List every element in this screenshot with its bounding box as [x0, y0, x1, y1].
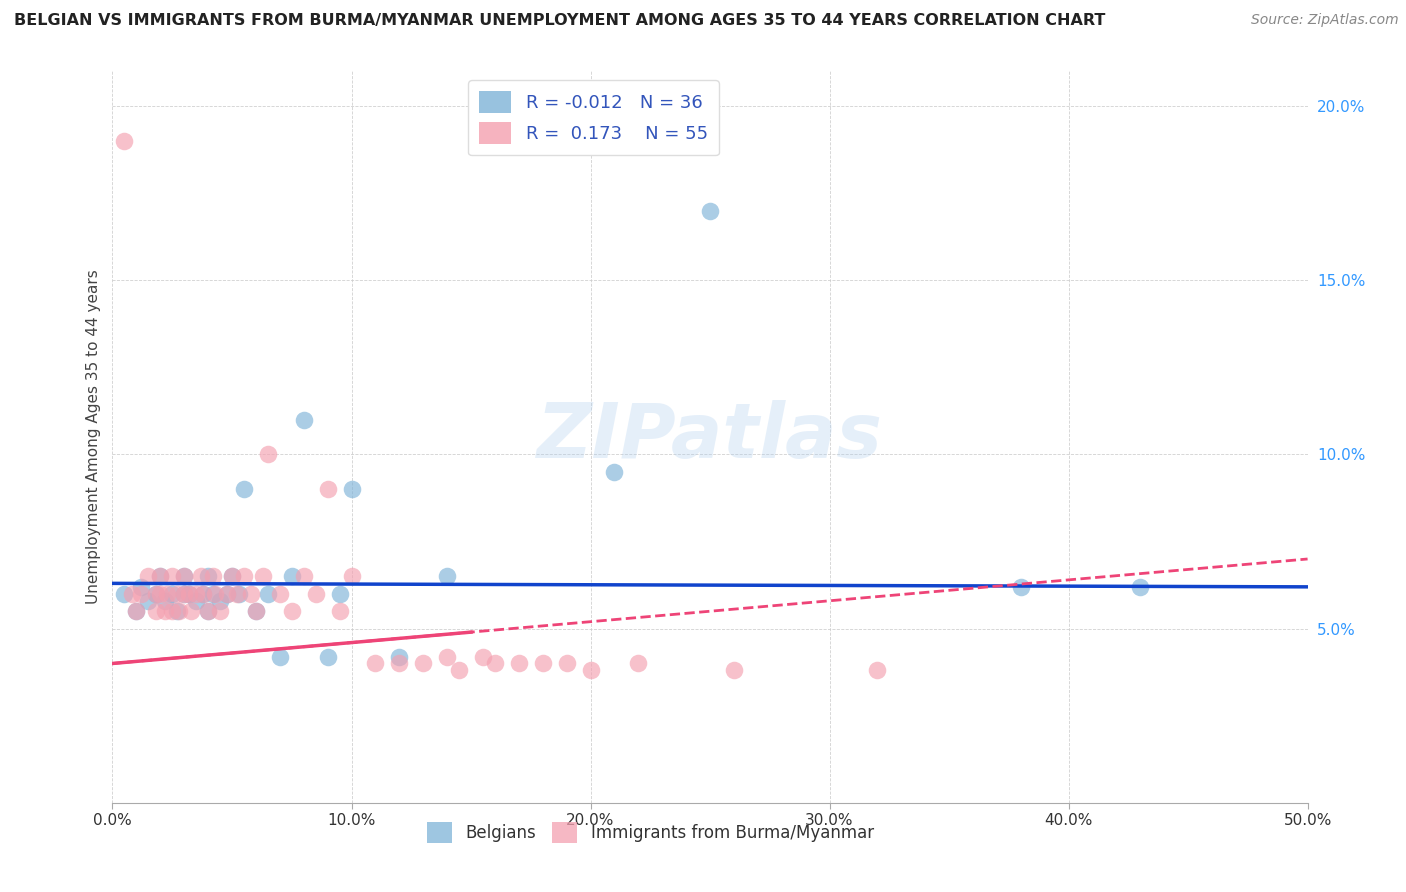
- Text: Source: ZipAtlas.com: Source: ZipAtlas.com: [1251, 13, 1399, 28]
- Point: [149, 569, 172, 583]
- Point: [114, 134, 135, 148]
- Point: [316, 649, 339, 664]
- Point: [225, 587, 247, 601]
- Point: [180, 604, 202, 618]
- Point: [138, 569, 160, 583]
- Point: [121, 587, 143, 601]
- Point: [508, 657, 530, 671]
- Point: [197, 604, 219, 618]
- Point: [125, 604, 148, 618]
- Point: [114, 587, 135, 601]
- Y-axis label: Unemployment Among Ages 35 to 44 years: Unemployment Among Ages 35 to 44 years: [86, 269, 101, 605]
- Point: [388, 657, 411, 671]
- Point: [269, 649, 291, 664]
- Point: [472, 649, 495, 664]
- Point: [186, 587, 208, 601]
- Point: [257, 587, 280, 601]
- Point: [138, 594, 160, 608]
- Point: [149, 569, 172, 583]
- Point: [153, 604, 176, 618]
- Point: [233, 483, 256, 497]
- Point: [340, 483, 363, 497]
- Point: [603, 465, 626, 479]
- Point: [204, 587, 226, 601]
- Point: [484, 657, 506, 671]
- Point: [177, 587, 200, 601]
- Point: [217, 587, 239, 601]
- Point: [173, 569, 195, 583]
- Point: [412, 657, 434, 671]
- Point: [579, 664, 602, 678]
- Point: [217, 587, 239, 601]
- Point: [221, 569, 243, 583]
- Point: [257, 448, 280, 462]
- Point: [228, 587, 250, 601]
- Point: [162, 604, 183, 618]
- Point: [209, 604, 232, 618]
- Point: [173, 587, 195, 601]
- Point: [252, 569, 274, 583]
- Point: [209, 594, 232, 608]
- Point: [173, 587, 195, 601]
- Point: [447, 664, 470, 678]
- Point: [197, 569, 219, 583]
- Text: BELGIAN VS IMMIGRANTS FROM BURMA/MYANMAR UNEMPLOYMENT AMONG AGES 35 TO 44 YEARS : BELGIAN VS IMMIGRANTS FROM BURMA/MYANMAR…: [14, 13, 1105, 29]
- Point: [281, 604, 304, 618]
- Point: [292, 569, 315, 583]
- Point: [531, 657, 554, 671]
- Point: [233, 569, 256, 583]
- Point: [129, 580, 152, 594]
- Point: [145, 587, 167, 601]
- Point: [156, 587, 179, 601]
- Point: [245, 604, 267, 618]
- Point: [364, 657, 387, 671]
- Point: [329, 587, 352, 601]
- Point: [193, 587, 215, 601]
- Text: ZIPatlas: ZIPatlas: [537, 401, 883, 474]
- Point: [627, 657, 650, 671]
- Point: [436, 569, 458, 583]
- Point: [201, 569, 224, 583]
- Point: [329, 604, 352, 618]
- Point: [699, 203, 721, 218]
- Point: [162, 587, 183, 601]
- Point: [201, 587, 224, 601]
- Point: [173, 569, 195, 583]
- Point: [340, 569, 363, 583]
- Point: [186, 594, 208, 608]
- Point: [245, 604, 267, 618]
- Point: [388, 649, 411, 664]
- Point: [145, 587, 167, 601]
- Point: [305, 587, 328, 601]
- Point: [190, 569, 212, 583]
- Point: [269, 587, 291, 601]
- Point: [129, 587, 152, 601]
- Point: [240, 587, 263, 601]
- Point: [1010, 580, 1032, 594]
- Point: [197, 604, 219, 618]
- Point: [125, 604, 148, 618]
- Point: [169, 604, 191, 618]
- Point: [281, 569, 304, 583]
- Legend: Belgians, Immigrants from Burma/Myanmar: Belgians, Immigrants from Burma/Myanmar: [420, 815, 880, 849]
- Point: [1129, 580, 1152, 594]
- Point: [145, 604, 167, 618]
- Point: [866, 664, 889, 678]
- Point: [221, 569, 243, 583]
- Point: [193, 587, 215, 601]
- Point: [166, 587, 188, 601]
- Point: [177, 587, 200, 601]
- Point: [153, 594, 176, 608]
- Point: [723, 664, 745, 678]
- Point: [436, 649, 458, 664]
- Point: [149, 587, 172, 601]
- Point: [292, 412, 315, 426]
- Point: [555, 657, 578, 671]
- Point: [162, 569, 183, 583]
- Point: [166, 604, 188, 618]
- Point: [316, 483, 339, 497]
